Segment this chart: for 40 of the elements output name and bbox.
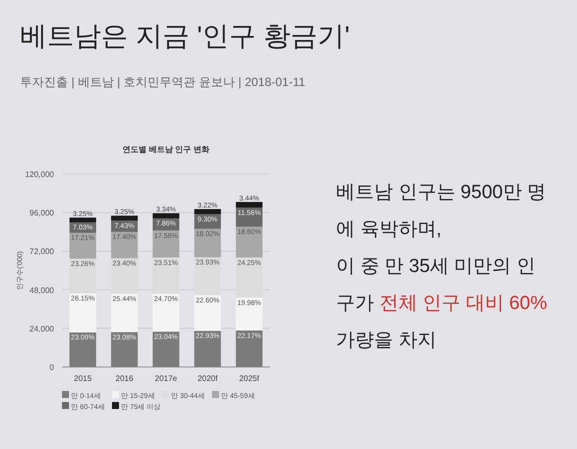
bar <box>194 295 221 331</box>
y-tick-label: 48,000 <box>30 286 55 295</box>
y-tick-label: 0 <box>50 363 55 372</box>
bar <box>236 202 263 208</box>
bar <box>69 232 96 259</box>
bar <box>69 332 96 367</box>
bar <box>152 332 180 367</box>
bar <box>194 209 221 214</box>
bar <box>194 228 221 258</box>
bar <box>194 330 221 367</box>
bar <box>111 232 138 258</box>
bar <box>111 294 138 332</box>
y-tick-label: 96,000 <box>30 208 55 218</box>
chart-subtitle: 투자진출 | 베트남 | 호치민무역관 윤보나 | 2018-01-11 <box>20 75 306 89</box>
x-tick-label: 2025f <box>239 374 260 383</box>
bar <box>69 293 96 332</box>
chart-title: 연도별 베트남 인구 변화 <box>122 145 210 154</box>
bar <box>236 298 263 330</box>
bar <box>69 218 96 222</box>
bar <box>152 230 180 258</box>
bar <box>111 332 138 367</box>
x-tick-label: 2016 <box>116 374 134 383</box>
text: 베트남은 지금 '인구 황금기' <box>20 21 350 51</box>
x-tick-label: 2020f <box>198 374 218 383</box>
bar <box>111 216 138 221</box>
text: 이 중 만 35세 미만의 인 <box>336 256 536 277</box>
y-tick-label: 24,000 <box>30 324 55 334</box>
bar <box>236 330 263 367</box>
text: 구가 <box>336 293 380 314</box>
text: 에 육박하며, <box>336 219 442 240</box>
bar <box>152 213 180 218</box>
text: 가량을 차지 <box>336 330 436 351</box>
bar <box>152 294 180 332</box>
x-tick-label: 2015 <box>74 374 92 383</box>
text: 전체 인구 대비 60% <box>379 293 548 314</box>
bar <box>236 226 263 258</box>
y-tick-label: 72,000 <box>30 247 55 256</box>
y-tick-label: 120,000 <box>25 170 55 179</box>
text: 베트남 인구는 9500만 명 <box>336 182 546 203</box>
x-tick-label: 2017e <box>154 374 178 383</box>
